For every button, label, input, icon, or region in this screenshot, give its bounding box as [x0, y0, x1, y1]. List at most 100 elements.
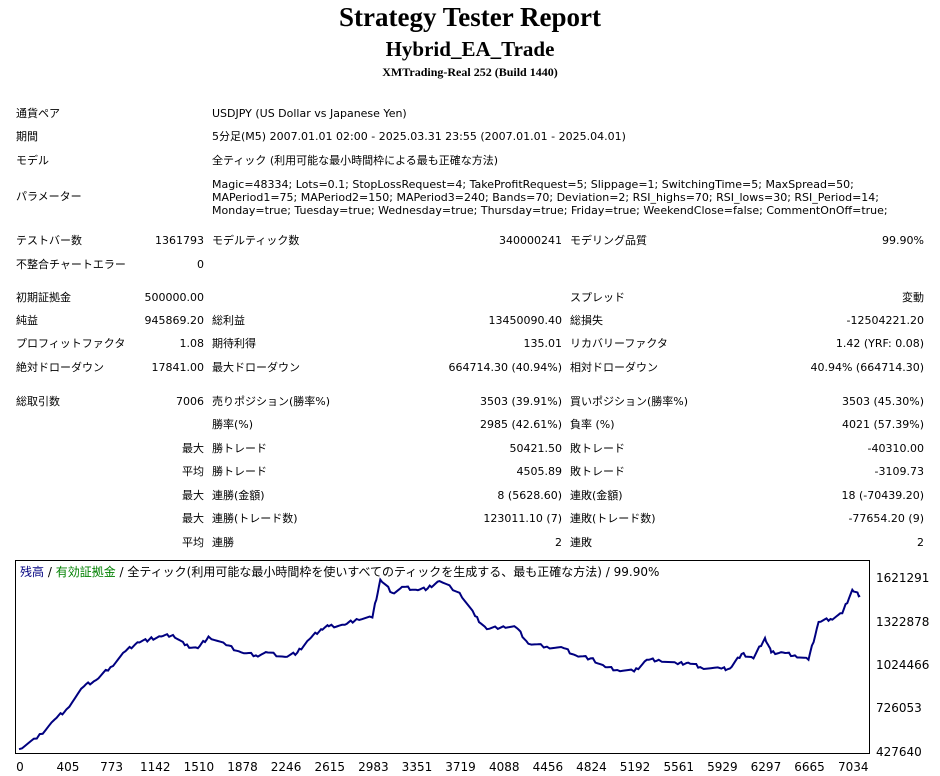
ea-name: Hybrid_EA_Trade	[385, 37, 555, 61]
x-tick-label: 405	[56, 760, 80, 774]
x-tick-label: 4824	[576, 760, 607, 774]
rel-dd-label: 相対ドローダウン	[570, 361, 658, 374]
winrate-label: 勝率(%)	[212, 418, 254, 431]
max-dd-value: 664714.30 (40.94%)	[448, 361, 562, 374]
x-tick-label: 5192	[619, 760, 651, 774]
x-tick-label: 2246	[270, 760, 302, 774]
short-value: 3503 (39.91%)	[479, 395, 562, 408]
max-label-3: 最大	[182, 512, 204, 525]
mismatch-value: 0	[197, 258, 204, 271]
legend-balance: 残高	[20, 565, 45, 579]
quality-label: モデリング品質	[570, 234, 647, 247]
model-value: 全ティック (利用可能な最小時間枠による最も正確な方法)	[212, 154, 499, 167]
ticks-value: 340000241	[499, 234, 562, 247]
x-tick-label: 2615	[314, 760, 346, 774]
avg-label-2: 平均	[182, 536, 204, 549]
y-tick-label: 1621291	[876, 571, 930, 585]
y-tick-label: 1322878	[876, 614, 930, 629]
cons-wins-cnt-value: 123011.10 (7)	[483, 512, 562, 525]
abs-dd-value: 17841.00	[151, 361, 205, 374]
avg-win-value: 4505.89	[516, 465, 563, 478]
largest-win-label: 勝トレード	[212, 442, 267, 455]
long-label: 買いポジション(勝率%)	[570, 395, 689, 408]
model-label: モデル	[16, 154, 49, 167]
recovery-value: 1.42 (YRF: 0.08)	[835, 337, 924, 350]
server-info: XMTrading-Real 252 (Build 1440)	[382, 65, 558, 79]
winrate-value: 2985 (42.61%)	[479, 418, 562, 431]
pf-value: 1.08	[179, 337, 205, 350]
gross-profit-label: 総利益	[212, 314, 245, 327]
x-tick-label: 773	[100, 760, 124, 774]
legend-separator: /	[44, 565, 56, 579]
lossrate-value: 4021 (57.39%)	[841, 418, 924, 431]
report-title: Strategy Tester Report	[339, 2, 601, 32]
y-tick-label: 1024466	[876, 657, 930, 672]
mismatch-label: 不整合チャートエラー	[16, 258, 126, 271]
total-trades-label: 総取引数	[16, 395, 60, 408]
avg-cons-loss-value: 2	[917, 536, 924, 549]
x-tick-label: 3351	[401, 760, 433, 774]
largest-loss-label: 敗トレード	[570, 442, 625, 455]
spread-label: スプレッド	[570, 291, 625, 304]
legend-equity: 有効証拠金	[55, 565, 116, 579]
avg-loss-label: 敗トレード	[570, 465, 625, 478]
cons-wins-amt-value: 8 (5628.60)	[497, 489, 562, 502]
gross-loss-value: -12504221.20	[846, 314, 924, 327]
period-value: 5分足(M5) 2007.01.01 02:00 - 2025.03.31 23…	[212, 130, 626, 143]
x-tick-label: 6665	[794, 760, 825, 774]
gross-loss-label: 総損失	[570, 314, 603, 327]
largest-loss-value: -40310.00	[867, 442, 924, 455]
y-tick-label: 427640	[876, 745, 922, 759]
rel-dd-value: 40.94% (664714.30)	[810, 361, 924, 374]
x-tick-label: 4088	[488, 760, 520, 774]
avg-cons-wins-label: 連勝	[212, 536, 234, 549]
recovery-label: リカバリーファクタ	[570, 337, 668, 350]
avg-win-label: 勝トレード	[212, 465, 267, 478]
chart-legend: 残高 / 有効証拠金 / 全ティック(利用可能な最小時間枠を使いすべてのティック…	[20, 565, 659, 579]
x-tick-label: 7034	[837, 760, 869, 774]
total-trades-value: 7006	[176, 395, 204, 408]
cons-loss-cnt-value: -77654.20 (9)	[848, 512, 924, 525]
gross-profit-value: 13450090.40	[488, 314, 562, 327]
largest-win-value: 50421.50	[509, 442, 563, 455]
net-label: 純益	[16, 314, 38, 327]
avg-cons-wins-value: 2	[555, 536, 562, 549]
max-label-1: 最大	[182, 442, 204, 455]
params-value: Magic=48334; Lots=0.1; StopLossRequest=4…	[212, 178, 888, 217]
deposit-label: 初期証拠金	[16, 291, 71, 304]
cons-loss-cnt-label: 連敗(トレード数)	[570, 512, 656, 525]
spread-value: 変動	[902, 291, 924, 304]
pair-label: 通貨ペア	[16, 107, 60, 120]
short-label: 売りポジション(勝率%)	[212, 395, 331, 408]
expected-label: 期待利得	[212, 337, 256, 350]
avg-label-1: 平均	[182, 465, 204, 478]
y-tick-label: 726053	[876, 701, 922, 716]
cons-loss-amt-label: 連敗(金額)	[570, 489, 623, 502]
avg-loss-value: -3109.73	[874, 465, 924, 478]
cons-loss-amt-value: 18 (-70439.20)	[841, 489, 924, 502]
ticks-label: モデルティック数	[212, 234, 300, 247]
bars-value: 1361793	[155, 234, 204, 247]
deposit-value: 500000.00	[144, 291, 205, 304]
x-tick-label: 5561	[663, 760, 695, 774]
avg-cons-loss-label: 連敗	[570, 536, 592, 549]
lossrate-label: 負率 (%)	[570, 418, 615, 431]
x-tick-label: 5929	[707, 760, 738, 774]
cons-wins-amt-label: 連勝(金額)	[212, 489, 265, 502]
x-tick-label: 2983	[358, 760, 389, 774]
cons-wins-cnt-label: 連勝(トレード数)	[212, 512, 298, 525]
x-tick-label: 0	[16, 760, 24, 774]
net-value: 945869.20	[144, 314, 205, 327]
pf-label: プロフィットファクタ	[16, 337, 126, 350]
balance-chart	[15, 560, 870, 754]
x-tick-label: 1878	[227, 760, 258, 774]
x-tick-label: 4456	[532, 760, 564, 774]
params-label: パラメーター	[16, 190, 82, 203]
max-dd-label: 最大ドローダウン	[212, 361, 300, 374]
pair-value: USDJPY (US Dollar vs Japanese Yen)	[212, 107, 407, 120]
legend-description: / 全ティック(利用可能な最小時間枠を使いすべてのティックを生成する、最も正確な…	[115, 565, 660, 579]
balance-line	[18, 577, 861, 751]
bars-label: テストバー数	[16, 234, 82, 247]
quality-value: 99.90%	[882, 234, 924, 247]
